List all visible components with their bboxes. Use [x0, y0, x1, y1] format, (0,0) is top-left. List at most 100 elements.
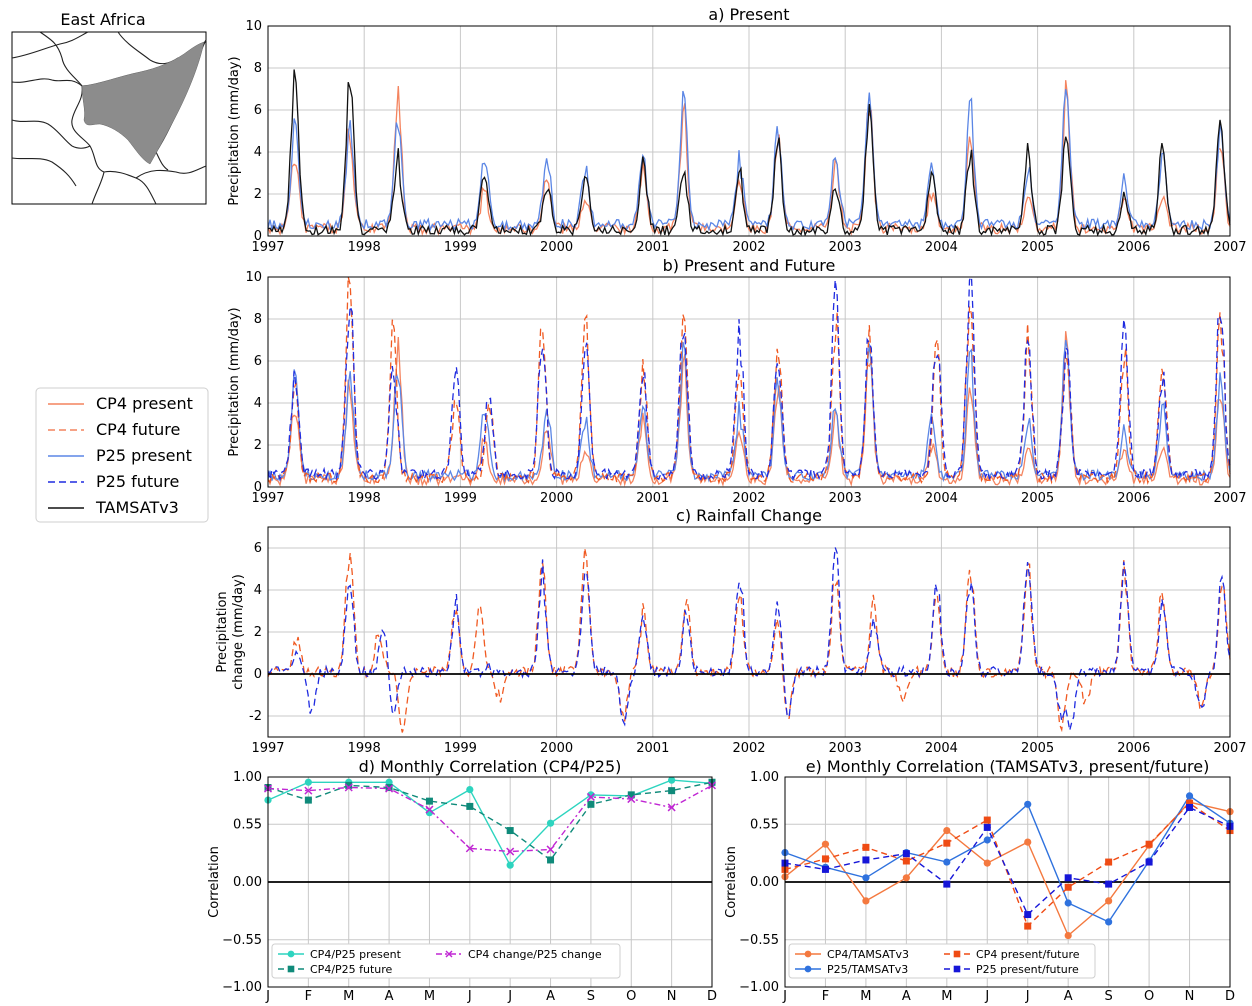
x-tick-label: 2002: [732, 741, 765, 756]
panel-a: 1997 1998 1999 2000 2001 2002 2003 2004 2005 2006…: [227, 5, 1247, 255]
y-tick-label: 8: [254, 312, 262, 327]
data-point: [506, 847, 515, 856]
data-point: [1064, 931, 1072, 940]
legend-marker: [953, 965, 961, 973]
data-point: [983, 836, 991, 844]
y-tick-label: -2: [249, 709, 262, 724]
x-tick-label: 2006: [1117, 491, 1150, 506]
panel-legend-box: [788, 943, 1096, 979]
x-tick-label: 2003: [829, 240, 862, 255]
x-tick-label: 2002: [732, 491, 765, 506]
y-tick-label: 8: [254, 61, 262, 76]
data-point: [862, 856, 870, 864]
panel-title: c) Rainfall Change: [676, 506, 822, 525]
data-point: [943, 858, 951, 866]
x-tick-label: 2006: [1117, 240, 1150, 255]
x-tick-label: 2004: [925, 240, 958, 255]
data-point: [466, 786, 474, 794]
x-tick-label: F: [822, 989, 829, 1004]
x-tick-label: 1999: [444, 240, 477, 255]
series-line: [784, 794, 1231, 923]
series-line-p25-present: [267, 88, 1231, 232]
y-axis-label: Precipitation (mm/day): [227, 307, 242, 456]
panel-legend: CP4/P25 present CP4/P25 future CP4 change/…: [271, 943, 621, 979]
data-point: [1186, 803, 1194, 811]
panel-e: J F M A M J J A S O N D 1.00 0.55 0.00 −0.55 −1.00 e) Mon…: [724, 757, 1235, 1004]
legend-label: P25/TAMSATv3: [827, 963, 908, 976]
x-tick-label: M: [343, 989, 354, 1004]
data-point: [862, 874, 870, 882]
data-point: [627, 791, 635, 799]
legend-label: CP4 present: [96, 394, 193, 413]
x-tick-label: D: [707, 989, 717, 1004]
x-tick-label: 2007: [1213, 491, 1246, 506]
x-tick-label: 1999: [444, 741, 477, 756]
x-tick-label: J: [467, 989, 472, 1004]
data-point: [862, 897, 870, 905]
y-tick-label: 2: [254, 187, 262, 202]
map-shaded-region: [81, 41, 205, 165]
data-point: [943, 839, 951, 847]
data-point: [902, 857, 910, 865]
data-point: [586, 792, 595, 801]
x-tick-label: 2007: [1213, 240, 1246, 255]
x-tick-label: 1998: [348, 741, 381, 756]
data-point: [943, 826, 951, 835]
y-tick-label: 6: [254, 354, 262, 369]
y-tick-label: −1.00: [222, 980, 262, 995]
x-tick-label: 2004: [925, 491, 958, 506]
data-point: [902, 874, 910, 882]
data-point: [385, 784, 394, 793]
series-line: [267, 779, 713, 867]
legend-label: CP4/P25 present: [310, 948, 402, 961]
x-tick-label: J: [265, 989, 270, 1004]
series-line-tamsatv3: [267, 69, 1231, 237]
legend-label: CP4/TAMSATv3: [827, 948, 909, 961]
y-tick-label: 4: [254, 145, 262, 160]
y-tick-label: 10: [245, 19, 262, 34]
x-tick-label: S: [1105, 989, 1113, 1004]
y-tick-label: 10: [245, 270, 262, 285]
panel-title: e) Monthly Correlation (TAMSATv3, presen…: [806, 757, 1210, 776]
x-tick-label: 2003: [829, 491, 862, 506]
y-tick-label: 0.00: [233, 875, 262, 890]
data-point: [587, 791, 595, 799]
series-line: [784, 802, 1231, 928]
y-tick-label: 0.55: [233, 817, 262, 832]
data-point: [425, 797, 433, 805]
data-point: [344, 783, 353, 792]
legend-label: CP4 present/future: [976, 948, 1080, 961]
plot-frame: [267, 276, 1231, 488]
y-tick-label: 0.55: [750, 817, 779, 832]
y-tick-label: 0: [254, 229, 262, 244]
panel-title: b) Present and Future: [663, 256, 836, 275]
legend-label: CP4/P25 future: [310, 963, 393, 976]
legend-label: CP4 change/P25 change: [468, 948, 602, 961]
data-point: [983, 816, 991, 824]
x-tick-label: A: [902, 989, 911, 1004]
y-axis-label: Precipitation: [215, 591, 230, 672]
data-point: [425, 805, 434, 814]
x-tick-label: 2006: [1117, 741, 1150, 756]
x-tick-label: O: [1144, 989, 1154, 1004]
data-point: [1105, 880, 1113, 888]
legend-label: P25 present/future: [976, 963, 1079, 976]
data-point: [902, 850, 910, 858]
data-point: [667, 803, 676, 812]
legend-label: CP4 future: [96, 420, 180, 439]
panel-c: 1997 1998 1999 2000 2001 2002 2003 2004 2005 2006…: [215, 506, 1247, 756]
data-point: [1064, 899, 1072, 907]
plot-frame: [267, 25, 1231, 237]
legend-box: [35, 387, 209, 523]
plot-frame: [267, 526, 1231, 738]
data-point: [304, 796, 312, 804]
series-line: [267, 781, 713, 861]
x-tick-label: D: [1225, 989, 1235, 1004]
y-axis-label: Precipitation (mm/day): [227, 56, 242, 205]
x-tick-label: 2003: [829, 741, 862, 756]
data-point: [1105, 897, 1113, 905]
x-tick-label: M: [860, 989, 871, 1004]
x-tick-label: 1997: [251, 240, 284, 255]
y-tick-label: 2: [254, 438, 262, 453]
